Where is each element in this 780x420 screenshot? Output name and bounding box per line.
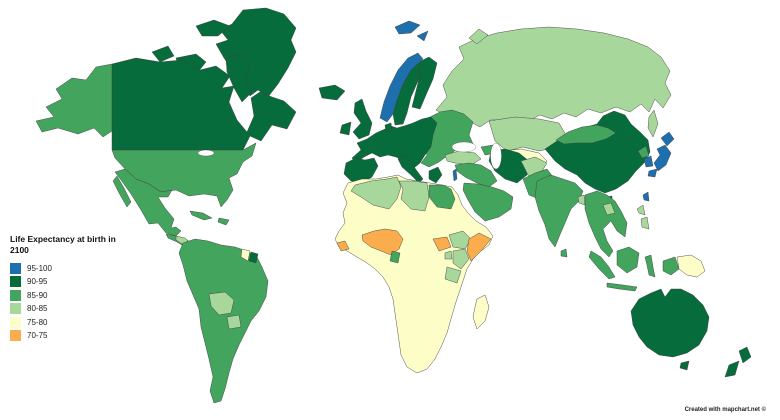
island-philippines-luzon (636, 204, 646, 216)
island-cuba (189, 210, 213, 221)
black-sea (451, 141, 477, 153)
legend-swatch-dark-green (10, 276, 21, 287)
country-australia (630, 288, 710, 358)
country-china (544, 110, 651, 194)
country-united-kingdom (352, 98, 373, 140)
country-russia (435, 26, 672, 128)
country-papua-new-guinea (676, 254, 706, 278)
legend-label: 95-100 (27, 263, 52, 273)
island-new-zealand-north (738, 346, 752, 364)
region-laos-cambodia (602, 202, 616, 216)
island-ellesmere (195, 19, 231, 37)
country-finland (411, 56, 438, 110)
legend-item-75-80: 75-80 (10, 315, 132, 329)
legend-item-80-85: 80-85 (10, 302, 132, 316)
legend-item-95-100: 95-100 (10, 261, 132, 275)
country-south-korea (643, 155, 654, 168)
country-gabon (389, 250, 401, 264)
legend-item-70-75: 70-75 (10, 329, 132, 343)
island-banks (151, 45, 175, 63)
island-sumatra (588, 250, 616, 280)
legend-label: 80-85 (27, 304, 48, 313)
island-japan-kyushu (647, 168, 658, 178)
attribution-text: Created with mapchart.net © (684, 407, 766, 413)
island-japan-hokkaido (660, 131, 675, 147)
legend-swatch-light-green (10, 303, 21, 314)
region-western-europe (351, 116, 438, 169)
legend-swatch-mid-green (10, 289, 21, 301)
country-norway (379, 52, 424, 123)
island-new-zealand-south (724, 360, 740, 378)
island-sulawesi (644, 254, 656, 278)
country-south-sudan (432, 236, 452, 252)
island-hispaniola (217, 217, 230, 226)
country-ireland (339, 121, 352, 136)
legend-label: 70-75 (27, 331, 48, 340)
country-algeria (350, 176, 402, 210)
country-suriname (248, 251, 259, 264)
legend: Life Expectancy at birth in 2100 95-100 … (10, 234, 132, 342)
country-italy (397, 154, 424, 184)
country-paraguay (226, 314, 242, 330)
island-java (606, 282, 638, 292)
region-west-papua (662, 256, 680, 276)
island-novaya-zemlya (468, 28, 489, 45)
region-levant-iraq (454, 162, 498, 188)
legend-swatch-orange (10, 330, 21, 341)
country-egypt (428, 184, 456, 210)
region-ghana-nigeria (361, 228, 404, 256)
legend-label: 75-80 (27, 317, 48, 327)
legend-swatch-blue (10, 262, 21, 274)
country-greece (428, 166, 443, 184)
country-canada (111, 57, 297, 151)
region-indochina (584, 190, 628, 258)
island-borneo (616, 246, 640, 274)
island-greenland (215, 7, 297, 98)
island-tasmania (679, 360, 690, 371)
country-iceland (318, 84, 346, 101)
island-sakhalin (647, 109, 659, 138)
country-sri-lanka (560, 248, 568, 258)
legend-title: Life Expectancy at birth in 2100 (10, 234, 116, 255)
region-arabian-peninsula (462, 182, 514, 222)
island-japan-honshu (653, 144, 672, 172)
legend-label: 90-95 (27, 277, 48, 286)
country-israel (452, 168, 458, 182)
country-kenya (452, 248, 470, 270)
country-bangladesh (577, 194, 586, 206)
country-mongolia (555, 124, 617, 145)
island-madagascar (472, 294, 490, 330)
region-iberia (343, 157, 379, 184)
country-tanzania (444, 266, 462, 284)
region-alaska (35, 63, 113, 138)
country-india (534, 174, 584, 248)
country-bolivia (208, 291, 235, 316)
legend-item-85-90: 85-90 (10, 288, 132, 302)
island-svalbard-east (416, 30, 429, 42)
region-baja-california (112, 175, 132, 208)
country-somalia (466, 232, 492, 262)
country-uganda (444, 250, 453, 260)
island-svalbard (394, 20, 421, 35)
legend-swatch-pale-yellow (10, 316, 21, 328)
legend-label: 85-90 (27, 290, 48, 300)
country-taiwan (642, 191, 650, 202)
country-denmark (384, 122, 393, 133)
region-sierra-leone-guinea (336, 240, 350, 252)
country-north-korea (637, 145, 650, 159)
great-lakes (197, 149, 215, 157)
legend-item-90-95: 90-95 (10, 275, 132, 289)
caspian-sea (490, 142, 502, 170)
continent-south-america (178, 238, 269, 404)
island-philippines-mindanao (640, 216, 650, 230)
country-guyana (240, 248, 251, 262)
country-libya (398, 180, 430, 212)
country-mexico (114, 168, 182, 237)
